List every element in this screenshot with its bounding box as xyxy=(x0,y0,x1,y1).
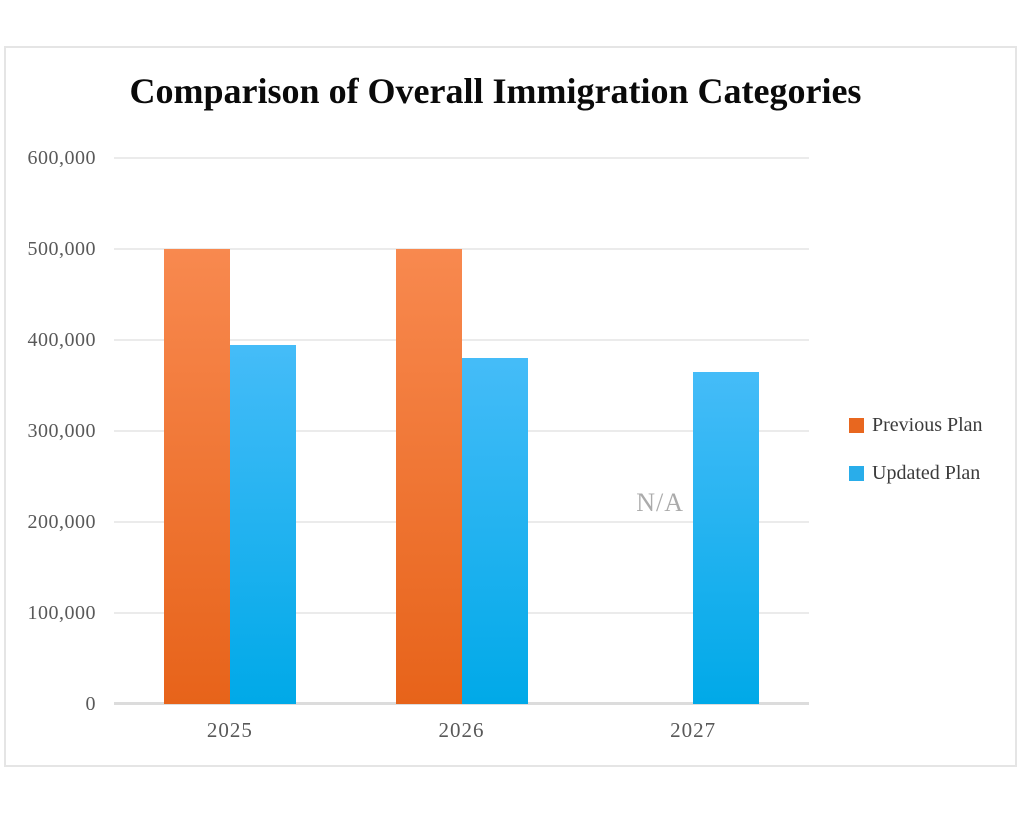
chart-title: Comparison of Overall Immigration Catego… xyxy=(129,71,862,111)
y-tick-label: 200,000 xyxy=(27,511,96,533)
legend-label-updated-plan: Updated Plan xyxy=(872,461,981,484)
bar-previous-plan-2025 xyxy=(163,249,230,704)
bar-updated-plan-2027 xyxy=(693,371,760,704)
gridline xyxy=(114,248,809,250)
x-tick-label: 2026 xyxy=(438,718,485,742)
y-tick-label: 0 xyxy=(85,693,96,715)
updated-plan-swatch-icon xyxy=(849,465,864,481)
legend-item-previous-plan: Previous Plan xyxy=(849,412,983,438)
y-tick-label: 100,000 xyxy=(27,602,96,624)
chart-frame: Comparison of Overall Immigration Catego… xyxy=(4,46,1017,767)
gridline xyxy=(114,339,809,341)
y-tick-label: 300,000 xyxy=(27,420,96,442)
y-tick-label: 600,000 xyxy=(27,147,96,169)
y-tick-label: 500,000 xyxy=(27,238,96,260)
y-axis: 600,000 500,000 400,000 300,000 200,000 100,0… xyxy=(6,147,96,715)
x-axis: 2025 2026 2027 xyxy=(114,718,809,748)
bar-previous-plan-2026 xyxy=(395,249,462,704)
legend: Previous Plan Updated Plan xyxy=(849,412,983,508)
y-tick-label: 400,000 xyxy=(27,329,96,351)
plot-area: N/A xyxy=(114,157,809,705)
bar-updated-plan-2026 xyxy=(461,358,528,704)
gridline xyxy=(114,157,809,159)
legend-label-previous-plan: Previous Plan xyxy=(872,413,983,436)
x-tick-label: 2027 xyxy=(670,718,717,742)
previous-plan-swatch-icon xyxy=(849,417,864,433)
missing-value-label: N/A xyxy=(636,488,685,517)
bar-updated-plan-2025 xyxy=(229,344,296,704)
legend-item-updated-plan: Updated Plan xyxy=(849,460,983,486)
x-tick-label: 2025 xyxy=(206,718,253,742)
